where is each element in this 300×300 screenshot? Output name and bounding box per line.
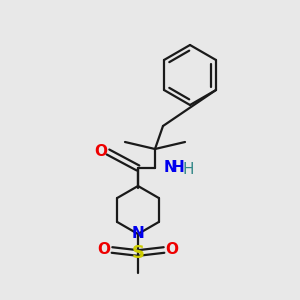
Text: H: H xyxy=(182,161,194,176)
Text: O: O xyxy=(94,143,107,158)
Text: O: O xyxy=(166,242,178,256)
Text: N: N xyxy=(164,160,177,175)
Text: N: N xyxy=(132,226,144,242)
Text: O: O xyxy=(98,242,110,256)
Text: H: H xyxy=(172,160,185,175)
Text: S: S xyxy=(131,244,145,262)
